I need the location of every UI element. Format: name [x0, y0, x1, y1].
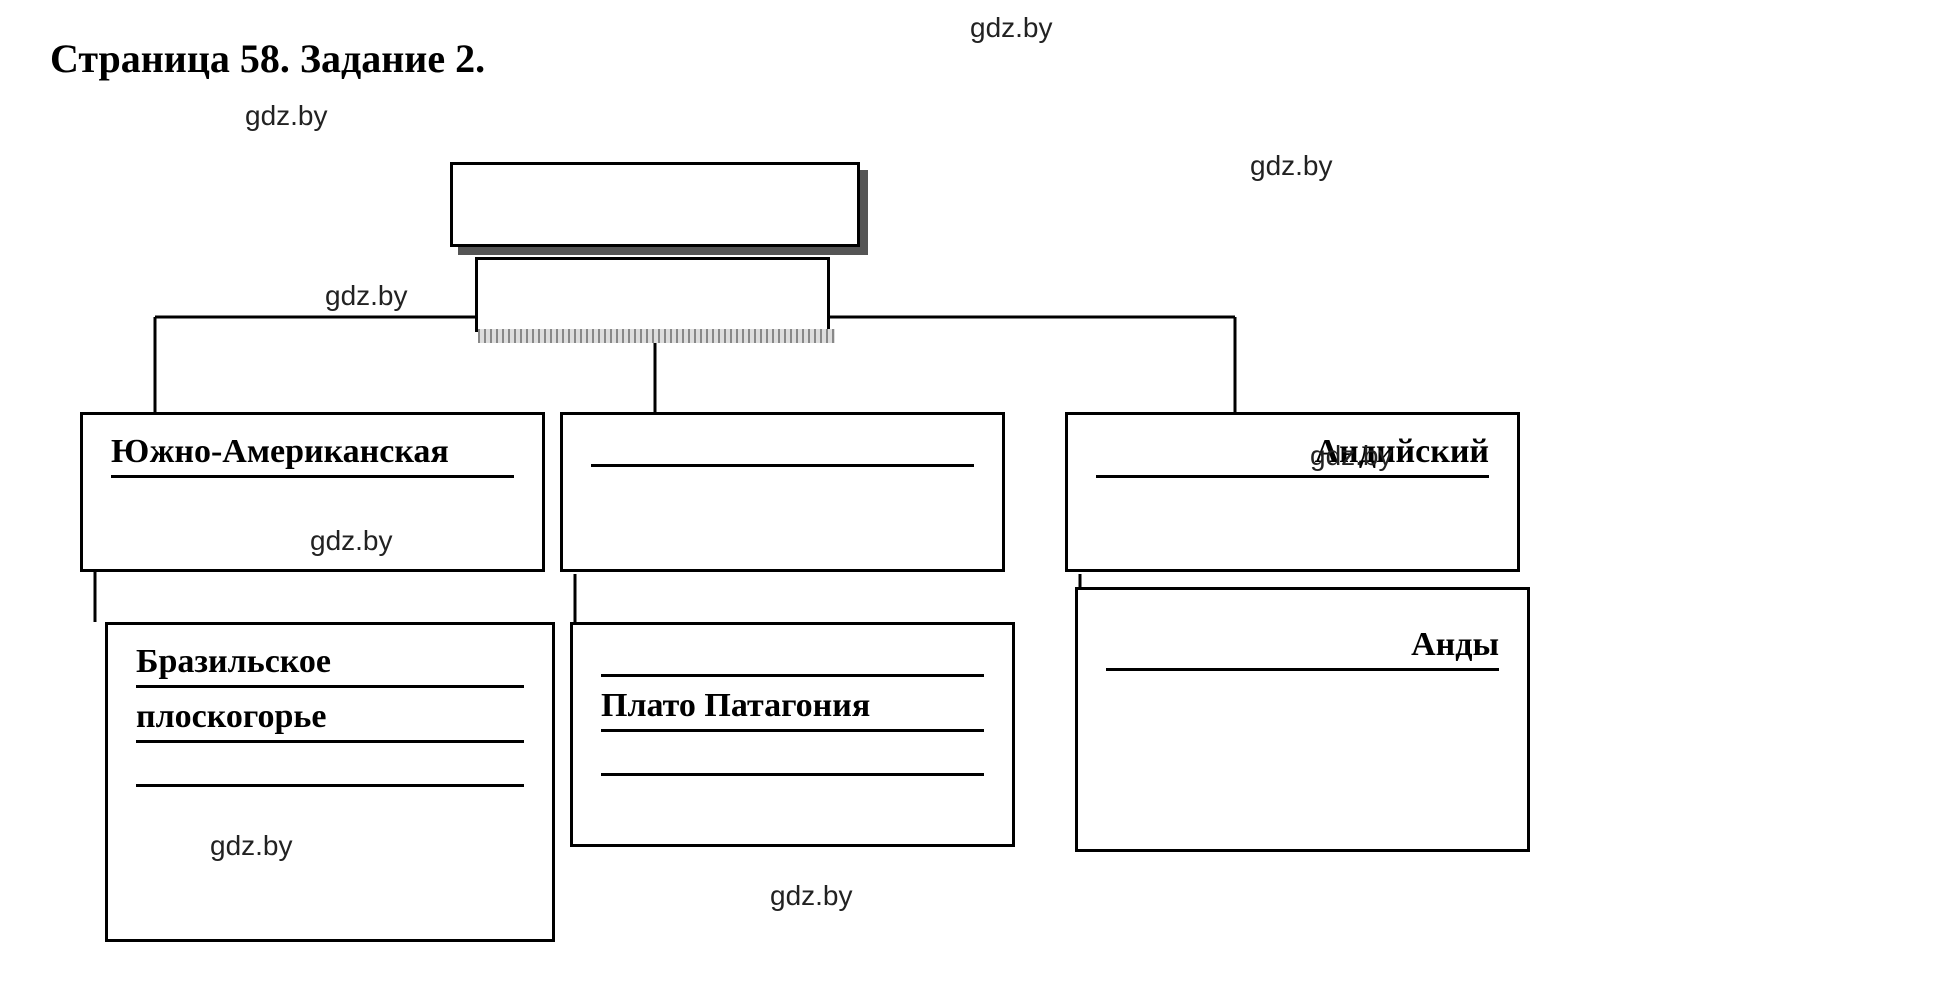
mid-box-0: Южно-Американская — [80, 412, 545, 572]
mid-box-2: Андийский — [1065, 412, 1520, 572]
diagram-container: Южно-Американская Андийский Бразильское п… — [40, 92, 1740, 952]
root-box — [475, 257, 830, 332]
mid-box-1-line-0 — [591, 433, 974, 467]
leaf-box-1: Плато Патагония — [570, 622, 1015, 847]
leaf-box-1-line-0 — [601, 643, 984, 677]
mid-box-0-line-0: Южно-Американская — [111, 433, 514, 478]
leaf-box-2-line-0: Анды — [1106, 626, 1499, 671]
leaf-box-0-line-1: плоскогорье — [136, 698, 524, 743]
top-empty-box — [450, 162, 860, 247]
leaf-box-0-line-2 — [136, 753, 524, 787]
leaf-box-0: Бразильское плоскогорье — [105, 622, 555, 942]
mid-box-2-line-0: Андийский — [1096, 433, 1489, 478]
mid-box-1 — [560, 412, 1005, 572]
leaf-box-1-line-1: Плато Патагония — [601, 687, 984, 732]
leaf-box-2: Анды — [1075, 587, 1530, 852]
leaf-box-1-line-2 — [601, 742, 984, 776]
leaf-box-0-line-0: Бразильское — [136, 643, 524, 688]
leaf-box-2-dash — [1106, 608, 1499, 626]
page-title: Страница 58. Задание 2. — [50, 35, 1906, 82]
